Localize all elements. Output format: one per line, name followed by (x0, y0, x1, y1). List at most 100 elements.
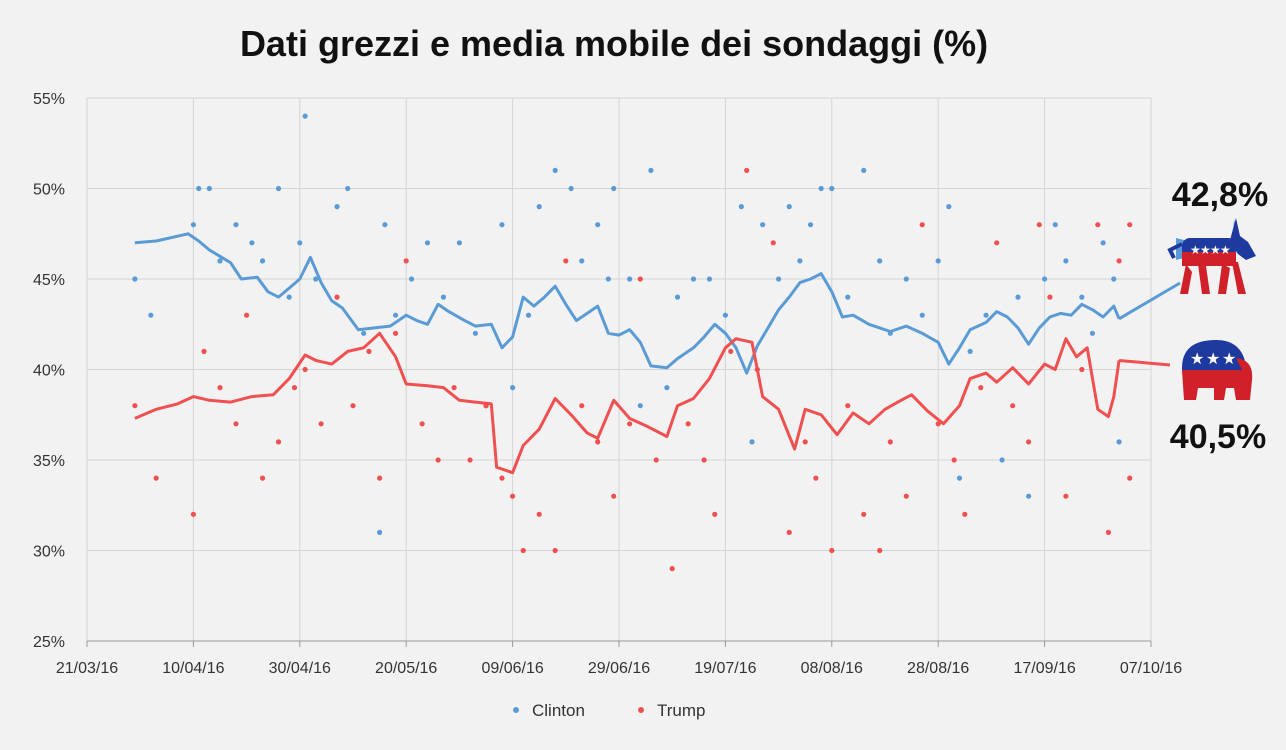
raw-poll-point-trump (994, 240, 1000, 246)
raw-poll-point-trump (1127, 222, 1133, 228)
raw-poll-point-trump (903, 493, 909, 499)
raw-poll-point-trump (813, 475, 819, 481)
raw-poll-point-trump (802, 439, 808, 445)
raw-poll-point-clinton (1079, 294, 1085, 300)
raw-poll-point-trump (291, 385, 298, 391)
republican-elephant-icon: ★ ★ ★ (1182, 340, 1253, 400)
x-tick-label: 09/06/16 (481, 660, 543, 677)
raw-poll-point-clinton (382, 222, 388, 228)
raw-poll-point-clinton (749, 439, 755, 445)
legend-label-clinton: Clinton (532, 701, 585, 720)
raw-poll-point-clinton (877, 258, 883, 264)
raw-poll-point-clinton (722, 312, 729, 318)
raw-poll-point-trump (302, 366, 308, 373)
raw-poll-point-clinton (249, 240, 255, 246)
democratic-donkey-icon: ★ ★ ★ ★ (1167, 218, 1256, 294)
raw-poll-points (132, 113, 1133, 572)
raw-poll-point-trump (377, 475, 383, 481)
raw-poll-point-clinton (605, 276, 611, 282)
x-tick-label: 07/10/16 (1120, 660, 1182, 677)
raw-poll-point-trump (653, 457, 659, 463)
moving-average-line-clinton (134, 232, 1121, 375)
raw-poll-point-trump (190, 511, 196, 517)
raw-poll-point-trump (1047, 294, 1053, 300)
raw-poll-point-clinton (499, 222, 505, 228)
x-tick-label: 29/06/16 (588, 660, 650, 677)
raw-poll-point-trump (1116, 258, 1122, 264)
raw-poll-point-clinton (674, 294, 681, 300)
raw-poll-point-clinton (334, 204, 340, 210)
raw-poll-point-clinton (579, 258, 585, 264)
x-tick-label: 17/09/16 (1013, 660, 1075, 677)
y-tick-label: 50% (33, 182, 65, 199)
raw-poll-point-clinton (956, 475, 963, 481)
raw-poll-point-clinton (935, 258, 941, 264)
trump-final-value: 40,5% (1170, 418, 1266, 456)
raw-poll-point-trump (536, 511, 542, 517)
legend-marker-trump (638, 707, 644, 713)
raw-poll-point-trump (877, 547, 883, 554)
raw-poll-point-clinton (456, 240, 462, 246)
raw-poll-point-trump (153, 475, 159, 481)
raw-poll-point-clinton (1116, 439, 1122, 445)
raw-poll-point-clinton (275, 185, 282, 192)
chart-title: Dati grezzi e media mobile dei sondaggi … (240, 23, 988, 64)
raw-poll-point-clinton (392, 312, 399, 318)
x-tick-label: 30/04/16 (269, 660, 331, 677)
raw-poll-point-trump (595, 439, 601, 445)
raw-poll-point-trump (233, 421, 239, 427)
raw-poll-point-clinton (297, 240, 303, 246)
raw-poll-point-trump (919, 222, 925, 228)
raw-poll-point-clinton (738, 204, 744, 210)
raw-poll-point-clinton (217, 258, 223, 264)
raw-poll-point-trump (509, 493, 516, 499)
raw-poll-point-trump (350, 403, 356, 409)
raw-poll-point-trump (579, 403, 585, 409)
raw-poll-point-trump (744, 167, 750, 173)
donkey-star: ★ (1190, 243, 1201, 257)
raw-poll-point-trump (786, 529, 792, 536)
trump-connector (1118, 358, 1171, 367)
legend: Clinton Trump (513, 701, 706, 720)
raw-poll-point-trump (563, 258, 569, 264)
raw-poll-point-clinton (637, 403, 643, 409)
raw-poll-point-trump (334, 294, 340, 300)
raw-poll-point-trump (552, 547, 558, 554)
raw-poll-point-clinton (313, 276, 319, 282)
raw-poll-point-clinton (903, 276, 909, 282)
raw-poll-point-clinton (627, 276, 633, 282)
raw-poll-point-trump (419, 421, 425, 427)
y-tick-label: 45% (33, 272, 65, 289)
clinton-connector (1118, 281, 1181, 321)
x-tick-label: 19/07/16 (694, 660, 756, 677)
raw-poll-point-clinton (818, 185, 824, 192)
raw-poll-point-clinton (1089, 330, 1096, 336)
y-tick-label: 40% (33, 363, 65, 380)
raw-poll-point-trump (1127, 475, 1133, 481)
raw-poll-point-clinton (1015, 294, 1021, 300)
legend-marker-clinton (513, 707, 519, 713)
elephant-back (1182, 340, 1246, 370)
moving-average-lines (134, 232, 1121, 475)
raw-poll-point-clinton (919, 312, 925, 318)
raw-poll-point-clinton (861, 167, 867, 173)
raw-poll-point-clinton (525, 312, 532, 318)
raw-poll-point-trump (1079, 366, 1085, 373)
raw-poll-point-trump (962, 511, 968, 517)
raw-poll-point-clinton (829, 185, 835, 192)
elephant-star: ★ (1206, 349, 1220, 368)
raw-poll-point-clinton (664, 385, 670, 391)
final-value-callouts: ★ ★ ★ ★★ ★ ★42,8%40,5% (1118, 176, 1268, 456)
raw-poll-point-clinton (797, 258, 803, 264)
raw-poll-point-clinton (361, 330, 367, 336)
raw-poll-point-trump (978, 385, 984, 391)
raw-poll-point-clinton (536, 204, 542, 210)
donkey-star: ★ (1200, 243, 1211, 257)
raw-poll-point-clinton (786, 204, 792, 210)
raw-poll-point-trump (728, 348, 734, 354)
raw-poll-point-trump (845, 403, 851, 409)
elephant-body (1182, 370, 1246, 400)
raw-poll-point-clinton (472, 330, 478, 336)
raw-poll-point-trump (435, 457, 441, 463)
